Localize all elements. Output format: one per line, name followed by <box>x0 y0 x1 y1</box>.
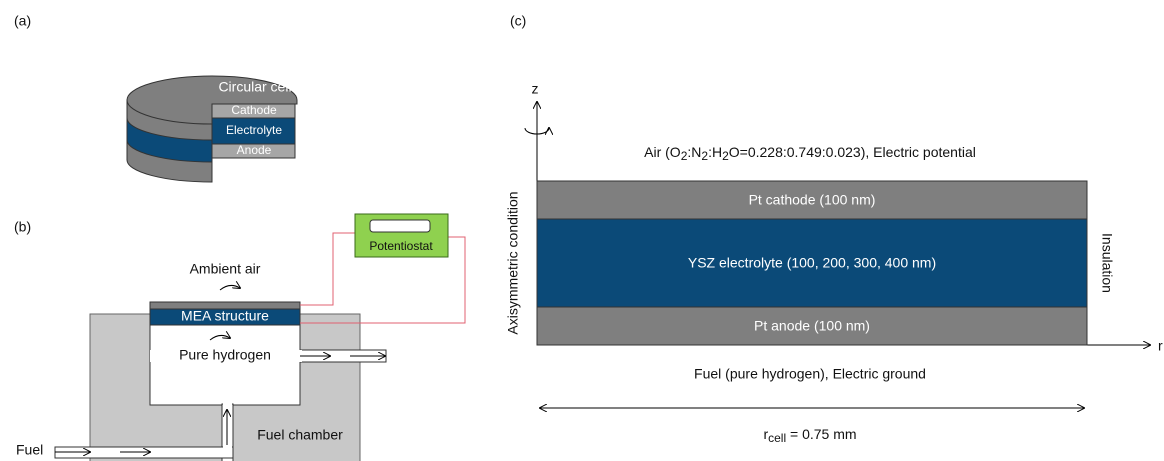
panel-a: (a) Circular cell Cathode Electrolyte An… <box>14 13 298 183</box>
potentiostat-label: Potentiostat <box>369 239 433 253</box>
top-boundary: Air (O2:N2:H2O=0.228:0.749:0.023), Elect… <box>644 144 976 163</box>
fuel-label: Fuel <box>16 442 43 458</box>
anode-layer <box>211 143 296 159</box>
right-boundary: Insulation <box>1099 233 1115 293</box>
layer-label: Pt cathode (100 nm) <box>749 192 876 208</box>
display <box>369 219 431 233</box>
left-boundary: Axisymmetric condition <box>505 191 521 334</box>
cell-top <box>126 75 298 125</box>
rotation-icon <box>524 128 549 134</box>
hydrogen-label: Pure hydrogen <box>179 347 271 363</box>
hydrogen-cavity <box>149 324 301 406</box>
text-part: Air (O <box>644 144 681 160</box>
subscript: cell <box>768 431 786 445</box>
r-label: r <box>1158 338 1163 354</box>
electrolyte-layer <box>536 218 1088 308</box>
pipe-join <box>150 350 302 362</box>
layer-label: Cathode <box>231 103 277 117</box>
subscript: 2 <box>722 149 729 163</box>
flow-arrow <box>219 285 240 291</box>
subscript: 2 <box>681 149 688 163</box>
text-part: r <box>763 426 768 442</box>
text-part: :N <box>687 144 701 160</box>
panel-label: (b) <box>14 219 31 235</box>
mea-electrolyte <box>149 308 301 326</box>
anode-layer <box>536 306 1088 346</box>
wire <box>300 236 466 324</box>
text-part: = 0.75 mm <box>786 426 856 442</box>
cell-title: Circular cell <box>218 79 291 95</box>
flow-arrow <box>209 335 230 341</box>
text-part: O=0.228:0.749:0.023), Electric potential <box>729 144 976 160</box>
air-label: Ambient air <box>190 261 261 277</box>
panel-b: (b) MEA structure Potentiostat Ambient a… <box>14 213 466 461</box>
electrolyte-layer <box>211 117 296 145</box>
wire <box>300 232 355 306</box>
radius-label: rcell = 0.75 mm <box>763 426 856 445</box>
layer-label: Anode <box>237 143 272 157</box>
mea-label: MEA structure <box>181 308 269 324</box>
cathode-layer <box>536 180 1088 220</box>
z-label: z <box>532 81 539 97</box>
cell-electrolyte-side <box>126 117 213 163</box>
text-part: :H <box>708 144 722 160</box>
panel-label: (c) <box>510 13 526 29</box>
subscript: 2 <box>701 149 708 163</box>
panel-label: (a) <box>14 13 31 29</box>
layer-label: Electrolyte <box>226 123 282 137</box>
layer-label: Pt anode (100 nm) <box>754 318 870 334</box>
panel-c: (c) z r Air (O2:N2:H2O=0.228:0.749:0.023… <box>505 13 1163 445</box>
bottom-boundary: Fuel (pure hydrogen), Electric ground <box>694 366 926 382</box>
layer-label: YSZ electrolyte (100, 200, 300, 400 nm) <box>688 255 936 271</box>
chamber-label: Fuel chamber <box>257 427 343 443</box>
